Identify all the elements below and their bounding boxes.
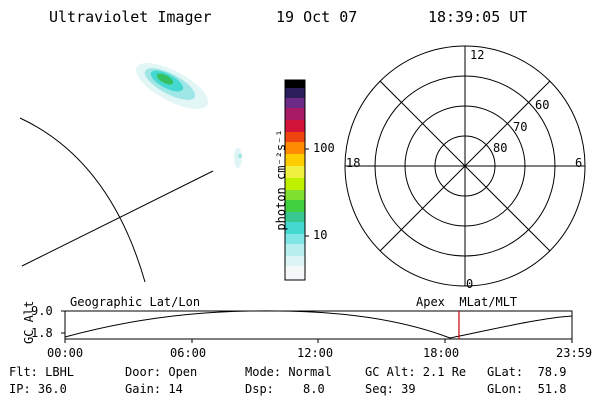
aurora-emission [135, 63, 242, 168]
lat-label-60: 60 [535, 98, 550, 112]
status-glat: GLat: 78.9 [487, 365, 567, 379]
colorbar [284, 79, 309, 281]
image-time: 18:39:05 UT [428, 8, 528, 26]
colorbar-unit-label: photon cm⁻²s⁻¹ [274, 129, 288, 231]
longitude-line [21, 170, 214, 267]
status-ip: IP: 36.0 [9, 382, 67, 396]
status-gain: Gain: 14 [125, 382, 183, 396]
timeline-y-tick-max: 9.0 [31, 304, 53, 318]
lat-label-80: 80 [493, 141, 508, 155]
timeline-x-tick-1800: 18:00 [423, 346, 460, 360]
timeline-left-title: Geographic Lat/Lon [70, 295, 201, 309]
colorbar-tick-10: 10 [313, 228, 328, 242]
status-door: Door: Open [125, 365, 198, 379]
image-date: 19 Oct 07 [276, 8, 358, 26]
polar-plot [344, 45, 586, 287]
status-dsp-label: Dsp: [245, 382, 274, 396]
timeline-x-tick-1200: 12:00 [297, 346, 334, 360]
mlt-label-18: 18 [346, 156, 361, 170]
timeline-frame [64, 310, 573, 340]
mlt-label-12: 12 [470, 48, 485, 62]
mlt-label-0: 0 [466, 277, 474, 291]
status-seq: Seq: 39 [365, 382, 416, 396]
timeline-x-tick-2359: 23:59 [556, 346, 593, 360]
geographic-grid [19, 117, 214, 283]
timeline-panel [61, 310, 573, 343]
lat-label-70: 70 [513, 120, 528, 134]
altitude-curve [64, 310, 573, 339]
status-mode: Mode: Normal [245, 365, 332, 379]
aurora-speck [238, 154, 242, 158]
colorbar-tick-100: 100 [313, 141, 335, 155]
timeline-right-title: Apex MLat/MLT [416, 295, 518, 309]
timeline-y-tick-min: 1.8 [31, 326, 53, 340]
status-dsp-value: 8.0 [303, 382, 325, 396]
instrument-title: Ultraviolet Imager [49, 8, 212, 26]
latitude-line [19, 117, 146, 283]
status-gc-alt: GC Alt: 2.1 Re [365, 365, 467, 379]
timeline-x-tick-0600: 06:00 [170, 346, 207, 360]
mlt-label-6: 6 [575, 156, 583, 170]
aurora-core [156, 73, 174, 85]
mlt-diagonal-b [379, 80, 551, 252]
timeline-x-tick-0000: 00:00 [47, 346, 84, 360]
status-flt: Flt: LBHL [9, 365, 75, 379]
status-glon: GLon: 51.8 [487, 382, 567, 396]
aurora-fragment [234, 148, 242, 168]
